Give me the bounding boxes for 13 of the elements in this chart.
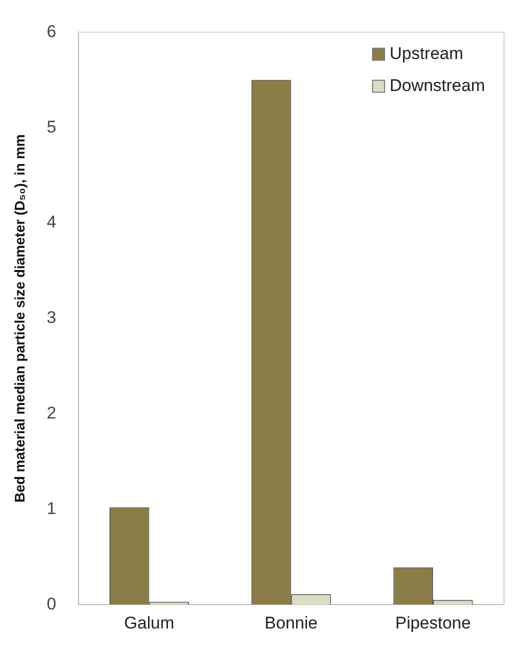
legend-label: Downstream xyxy=(390,76,486,95)
y-tick-label: 1 xyxy=(46,498,56,518)
y-tick-label: 6 xyxy=(46,22,56,41)
y-axis-title: Bed material median particle size diameter (D₅₀), in mm xyxy=(11,134,28,503)
y-tick-label: 2 xyxy=(46,403,56,422)
y-tick-label: 5 xyxy=(46,117,56,136)
x-tick-label: Pipestone xyxy=(395,613,471,632)
x-tick-label: Bonnie xyxy=(264,613,318,632)
legend-label: Upstream xyxy=(390,44,464,63)
y-tick-label: 4 xyxy=(46,212,56,232)
x-tick-label: Galum xyxy=(124,613,174,632)
y-tick-label: 3 xyxy=(46,308,56,328)
y-tick-label: 0 xyxy=(46,594,56,614)
